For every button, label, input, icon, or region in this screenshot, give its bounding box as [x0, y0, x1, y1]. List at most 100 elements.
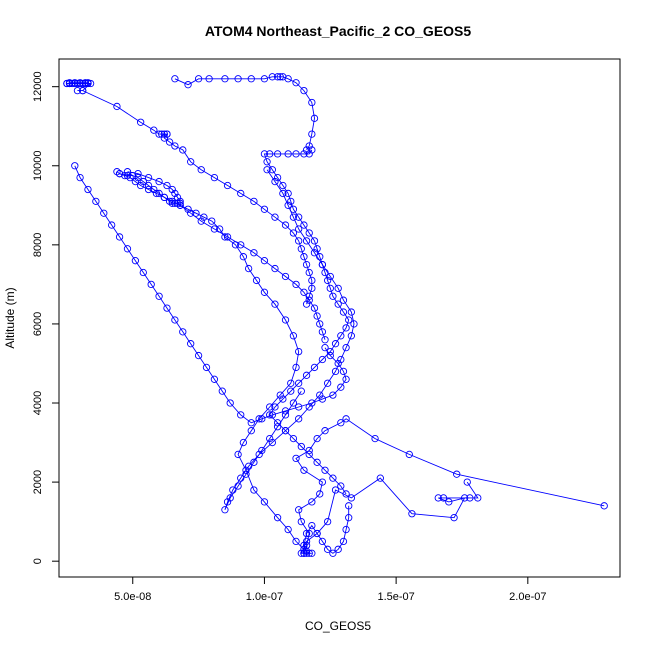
data-point	[308, 98, 316, 107]
data-point	[305, 150, 313, 158]
data-point	[123, 245, 132, 253]
data-point	[192, 209, 200, 217]
x-tick-label: 5.0e-08	[114, 591, 151, 603]
data-point	[84, 185, 92, 194]
data-point	[329, 391, 337, 399]
data-point	[279, 73, 287, 81]
data-point	[313, 312, 321, 320]
data-point	[300, 253, 308, 261]
data-point	[168, 185, 176, 194]
data-point	[268, 438, 276, 447]
data-point	[292, 280, 300, 289]
data-point	[271, 300, 279, 308]
data-point	[244, 462, 253, 470]
data-point	[289, 434, 298, 443]
data-point	[187, 209, 195, 217]
data-point	[139, 268, 147, 277]
data-point	[337, 332, 345, 340]
data-point	[347, 332, 356, 340]
y-tick-label: 8000	[32, 233, 44, 257]
series-group	[176, 201, 329, 344]
data-point	[134, 173, 142, 182]
data-point	[300, 221, 308, 229]
data-point	[155, 130, 163, 138]
data-point	[310, 114, 319, 122]
data-point	[302, 237, 311, 245]
data-point	[297, 387, 305, 395]
data-point	[279, 189, 287, 198]
data-point	[258, 415, 266, 423]
data-point	[281, 427, 290, 435]
data-point	[258, 446, 266, 455]
data-point	[323, 379, 332, 387]
data-point	[279, 395, 287, 403]
data-point	[445, 498, 453, 506]
data-point	[250, 249, 258, 257]
data-point	[297, 517, 305, 526]
y-axis: 0 2000 4000 6000 8000 10000 12000	[32, 71, 60, 564]
data-point	[305, 403, 313, 411]
data-point	[276, 391, 284, 399]
data-point	[313, 434, 321, 443]
plot-frame	[58, 58, 621, 578]
data-point	[474, 494, 482, 502]
data-point	[73, 79, 82, 88]
data-point	[292, 363, 300, 372]
data-point	[197, 217, 205, 225]
data-point	[308, 498, 316, 506]
data-point	[234, 75, 242, 83]
data-point	[318, 355, 327, 364]
data-point	[273, 423, 282, 431]
data-point	[281, 272, 290, 281]
data-point	[210, 375, 219, 383]
data-point	[281, 411, 290, 419]
data-point	[266, 150, 274, 158]
data-point	[281, 221, 290, 229]
series-line	[179, 204, 326, 340]
data-point	[276, 73, 284, 81]
data-point	[308, 521, 316, 530]
data-point	[321, 466, 329, 474]
data-point	[300, 466, 308, 474]
series-line	[74, 165, 347, 424]
data-point	[342, 415, 350, 423]
data-point	[113, 102, 121, 111]
data-point	[323, 517, 332, 526]
data-point	[350, 320, 358, 328]
data-point	[271, 213, 279, 221]
x-axis-label: CO_GEOS5	[305, 619, 371, 633]
data-point	[295, 506, 303, 514]
data-point	[202, 363, 211, 372]
data-point	[308, 284, 316, 292]
data-point	[300, 86, 308, 95]
y-tick-label: 4000	[32, 391, 44, 415]
data-point	[313, 529, 321, 538]
data-point	[155, 177, 163, 186]
data-point	[326, 351, 334, 360]
data-point	[326, 272, 334, 281]
data-point	[310, 237, 319, 245]
y-axis-label: Altitude (m)	[3, 287, 17, 348]
data-point	[250, 197, 258, 206]
data-point	[218, 387, 226, 395]
data-point	[163, 181, 171, 190]
data-point	[295, 347, 303, 356]
data-point	[287, 379, 295, 387]
data-point	[136, 181, 145, 190]
series-group	[171, 73, 319, 154]
data-point	[405, 450, 413, 459]
data-point	[108, 221, 116, 229]
data-point	[260, 288, 269, 296]
data-point	[260, 205, 269, 213]
data-point	[86, 79, 95, 88]
data-point	[331, 486, 340, 494]
data-point	[226, 494, 234, 502]
data-point	[271, 403, 279, 411]
data-point	[305, 292, 313, 300]
data-point	[302, 146, 311, 154]
data-point	[297, 442, 305, 451]
data-point	[229, 486, 237, 494]
data-point	[187, 340, 195, 348]
data-point	[305, 142, 313, 150]
